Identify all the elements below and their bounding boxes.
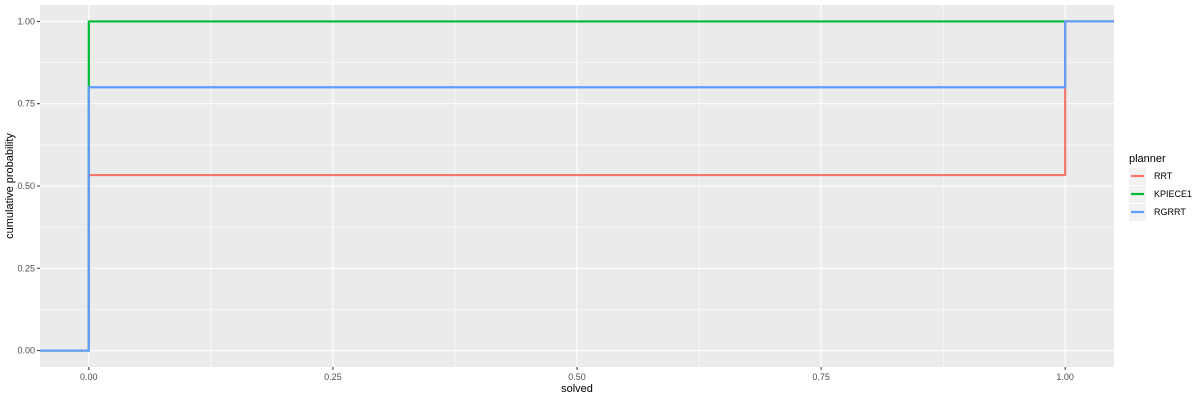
x-tick-label: 0.75 (812, 372, 830, 382)
legend-title: planner (1129, 153, 1166, 165)
legend: planner RRT KPIECE1 RGRRT (1129, 153, 1192, 221)
x-tick-label: 1.00 (1056, 372, 1074, 382)
x-tick-label: 0.50 (568, 372, 586, 382)
x-axis-ticks: 0.00 0.25 0.50 0.75 1.00 (80, 367, 1074, 382)
legend-label: RRT (1154, 171, 1173, 181)
series-lines (40, 20, 1114, 352)
legend-label: RGRRT (1154, 207, 1186, 217)
y-tick-label: 1.00 (17, 16, 35, 26)
y-tick-label: 0.25 (17, 263, 35, 273)
legend-label: KPIECE1 (1154, 189, 1192, 199)
x-axis-label: solved (561, 383, 593, 395)
series-line-rgrrt (40, 20, 1114, 352)
legend-items: RRT KPIECE1 RGRRT (1129, 168, 1192, 221)
y-axis-ticks: 0.00 0.25 0.50 0.75 1.00 (17, 16, 40, 356)
x-tick-label: 0.00 (80, 372, 98, 382)
y-tick-label: 0.00 (17, 346, 35, 356)
x-tick-label: 0.25 (324, 372, 342, 382)
y-tick-label: 0.50 (17, 181, 35, 191)
y-tick-label: 0.75 (17, 99, 35, 109)
y-axis-label: cumulative probability (4, 133, 16, 239)
